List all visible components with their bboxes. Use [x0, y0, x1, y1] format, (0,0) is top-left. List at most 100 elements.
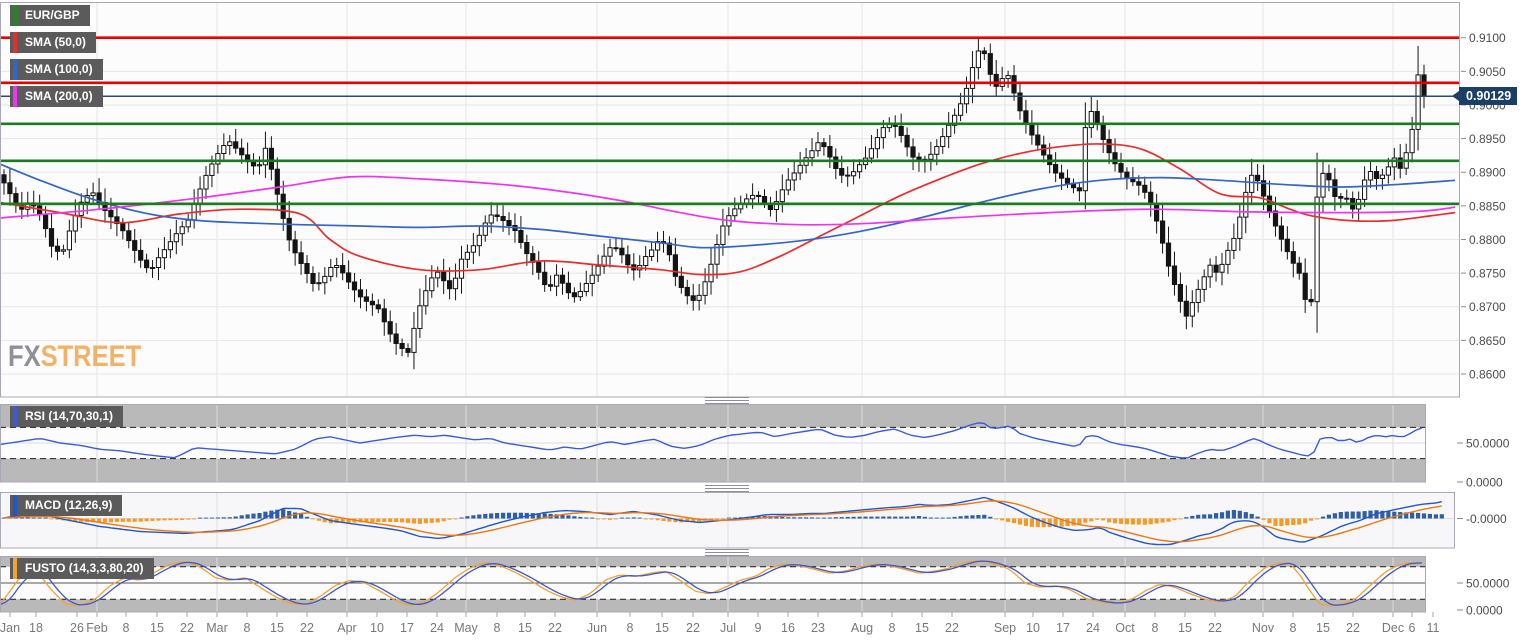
fxstreet-logo: FXSTREET	[8, 340, 141, 374]
x-axis-label: 15	[150, 621, 164, 635]
sma-line	[0, 175, 1456, 226]
y-axis-label: 0.8700	[1469, 300, 1506, 314]
x-axis-label: 8	[123, 621, 130, 635]
x-axis-label: 22	[686, 621, 700, 635]
x-axis-label: 10	[1026, 621, 1040, 635]
x-axis-label: 15	[1316, 621, 1330, 635]
x-axis-label: Oct	[1115, 621, 1135, 635]
x-axis-label: 9	[755, 621, 762, 635]
rsi-panel: 50.0000 0.0000	[0, 404, 1510, 490]
sma50-badge[interactable]: SMA (50,0)	[10, 32, 96, 53]
x-axis-label: 22	[180, 621, 194, 635]
x-axis-label: 8	[1290, 621, 1297, 635]
x-axis-label: 26	[70, 621, 84, 635]
panel-splitter-handle[interactable]	[705, 485, 749, 492]
x-axis-label: 17	[400, 621, 414, 635]
x-axis-label: 15	[655, 621, 669, 635]
stochastic-panel: 50.0000 0.0000	[0, 556, 1510, 618]
x-axis-label: Sep	[994, 621, 1016, 635]
y-axis-label: 0.8600	[1469, 368, 1506, 382]
y-axis-label: 50.0000	[1466, 577, 1510, 591]
x-axis-label: 24	[1086, 621, 1100, 635]
x-axis-label: 15	[270, 621, 284, 635]
sma50-label: SMA (50,0)	[25, 35, 86, 49]
y-axis-label: 0.9050	[1469, 65, 1506, 79]
y-axis-label: 50.0000	[1466, 437, 1510, 451]
y-axis-label: 0.0000	[1466, 604, 1503, 618]
y-axis-label: 0.8900	[1469, 166, 1506, 180]
x-axis-label: 6	[1409, 621, 1416, 635]
x-axis-label: 15	[915, 621, 929, 635]
macd-signal-line	[3, 500, 1442, 543]
x-axis-label: Aug	[851, 621, 873, 635]
macd-panel: -0.0000	[0, 492, 1507, 549]
sma200-tick-icon	[13, 86, 17, 107]
fusto-badge[interactable]: FUSTO (14,3,3,80,20)	[10, 558, 154, 579]
sma-line	[0, 163, 1456, 249]
x-axis-label: 16	[781, 621, 795, 635]
logo-fx: FX	[8, 340, 41, 373]
y-axis-label: 0.9100	[1469, 31, 1506, 45]
stoch-d-line	[0, 560, 1423, 606]
macd-label: MACD (12,26,9)	[25, 498, 113, 512]
symbol-label: EUR/GBP	[25, 8, 80, 22]
x-axis-label: Feb	[86, 621, 108, 635]
x-axis-label: 15	[1178, 621, 1192, 635]
x-axis: Jan 18 26 Feb 8 15 22 Mar 8 15 22 Apr 10 17 24 May 8 15 22…	[0, 612, 1440, 635]
sma200-badge[interactable]: SMA (200,0)	[10, 86, 103, 107]
x-axis-label: Dec	[1382, 621, 1404, 635]
x-axis-label: 15	[518, 621, 532, 635]
macd-badge[interactable]: MACD (12,26,9)	[10, 495, 123, 516]
y-axis-label: -0.0000	[1466, 512, 1507, 526]
rsi-tick-icon	[13, 406, 17, 427]
x-axis-label: Mar	[206, 621, 228, 635]
y-axis-label: 0.8800	[1469, 233, 1506, 247]
x-axis-label: 10	[370, 621, 384, 635]
x-axis-label: 24	[430, 621, 444, 635]
x-axis-label: Nov	[1252, 621, 1275, 635]
y-axis-label: 0.8750	[1469, 267, 1506, 281]
x-axis-label: 22	[945, 621, 959, 635]
x-axis-label: 8	[494, 621, 501, 635]
macd-tick-icon	[13, 495, 17, 516]
x-axis-label: 18	[29, 621, 43, 635]
x-axis-label: Jul	[720, 621, 736, 635]
x-axis-label: 8	[889, 621, 896, 635]
symbol-badge[interactable]: EUR/GBP	[10, 5, 90, 26]
x-axis-label: 8	[244, 621, 251, 635]
x-axis-label: Apr	[337, 621, 356, 635]
x-axis-label: Jan	[0, 621, 20, 635]
sma50-tick-icon	[13, 32, 17, 53]
sma100-label: SMA (100,0)	[25, 62, 93, 76]
x-axis-label: 17	[1056, 621, 1070, 635]
x-axis-label: 8	[627, 621, 634, 635]
x-axis-label: 11	[1427, 621, 1440, 635]
y-axis-label: 0.0000	[1466, 476, 1503, 490]
x-axis-label: 22	[548, 621, 562, 635]
x-axis-label: Jun	[587, 621, 607, 635]
price-axis: 0.91000.90500.90000.89500.89000.88500.88…	[1461, 31, 1506, 382]
rsi-line	[0, 422, 1423, 459]
x-axis-label: 22	[1208, 621, 1222, 635]
logo-street: STREET	[40, 340, 142, 373]
x-axis-label: 23	[811, 621, 825, 635]
rsi-label: RSI (14,70,30,1)	[25, 409, 114, 423]
rsi-badge[interactable]: RSI (14,70,30,1)	[10, 406, 124, 427]
fusto-label: FUSTO (14,3,3,80,20)	[25, 561, 144, 575]
fusto-tick-icon	[13, 558, 17, 579]
panel-splitter-handle[interactable]	[705, 397, 749, 404]
sma100-tick-icon	[13, 59, 17, 80]
y-axis-label: 0.8650	[1469, 334, 1506, 348]
sma100-badge[interactable]: SMA (100,0)	[10, 59, 103, 80]
price-panel	[0, 2, 1460, 397]
x-axis-label: 22	[300, 621, 314, 635]
x-axis-label: May	[454, 621, 478, 635]
x-axis-label: 22	[1346, 621, 1360, 635]
current-price-badge: 0.90129	[1451, 87, 1518, 105]
y-axis-label: 0.8950	[1469, 132, 1506, 146]
current-price-value: 0.90129	[1466, 89, 1512, 103]
y-axis-label: 0.8850	[1469, 199, 1506, 213]
sma200-label: SMA (200,0)	[25, 89, 93, 103]
panel-splitter-handle[interactable]	[705, 549, 749, 556]
